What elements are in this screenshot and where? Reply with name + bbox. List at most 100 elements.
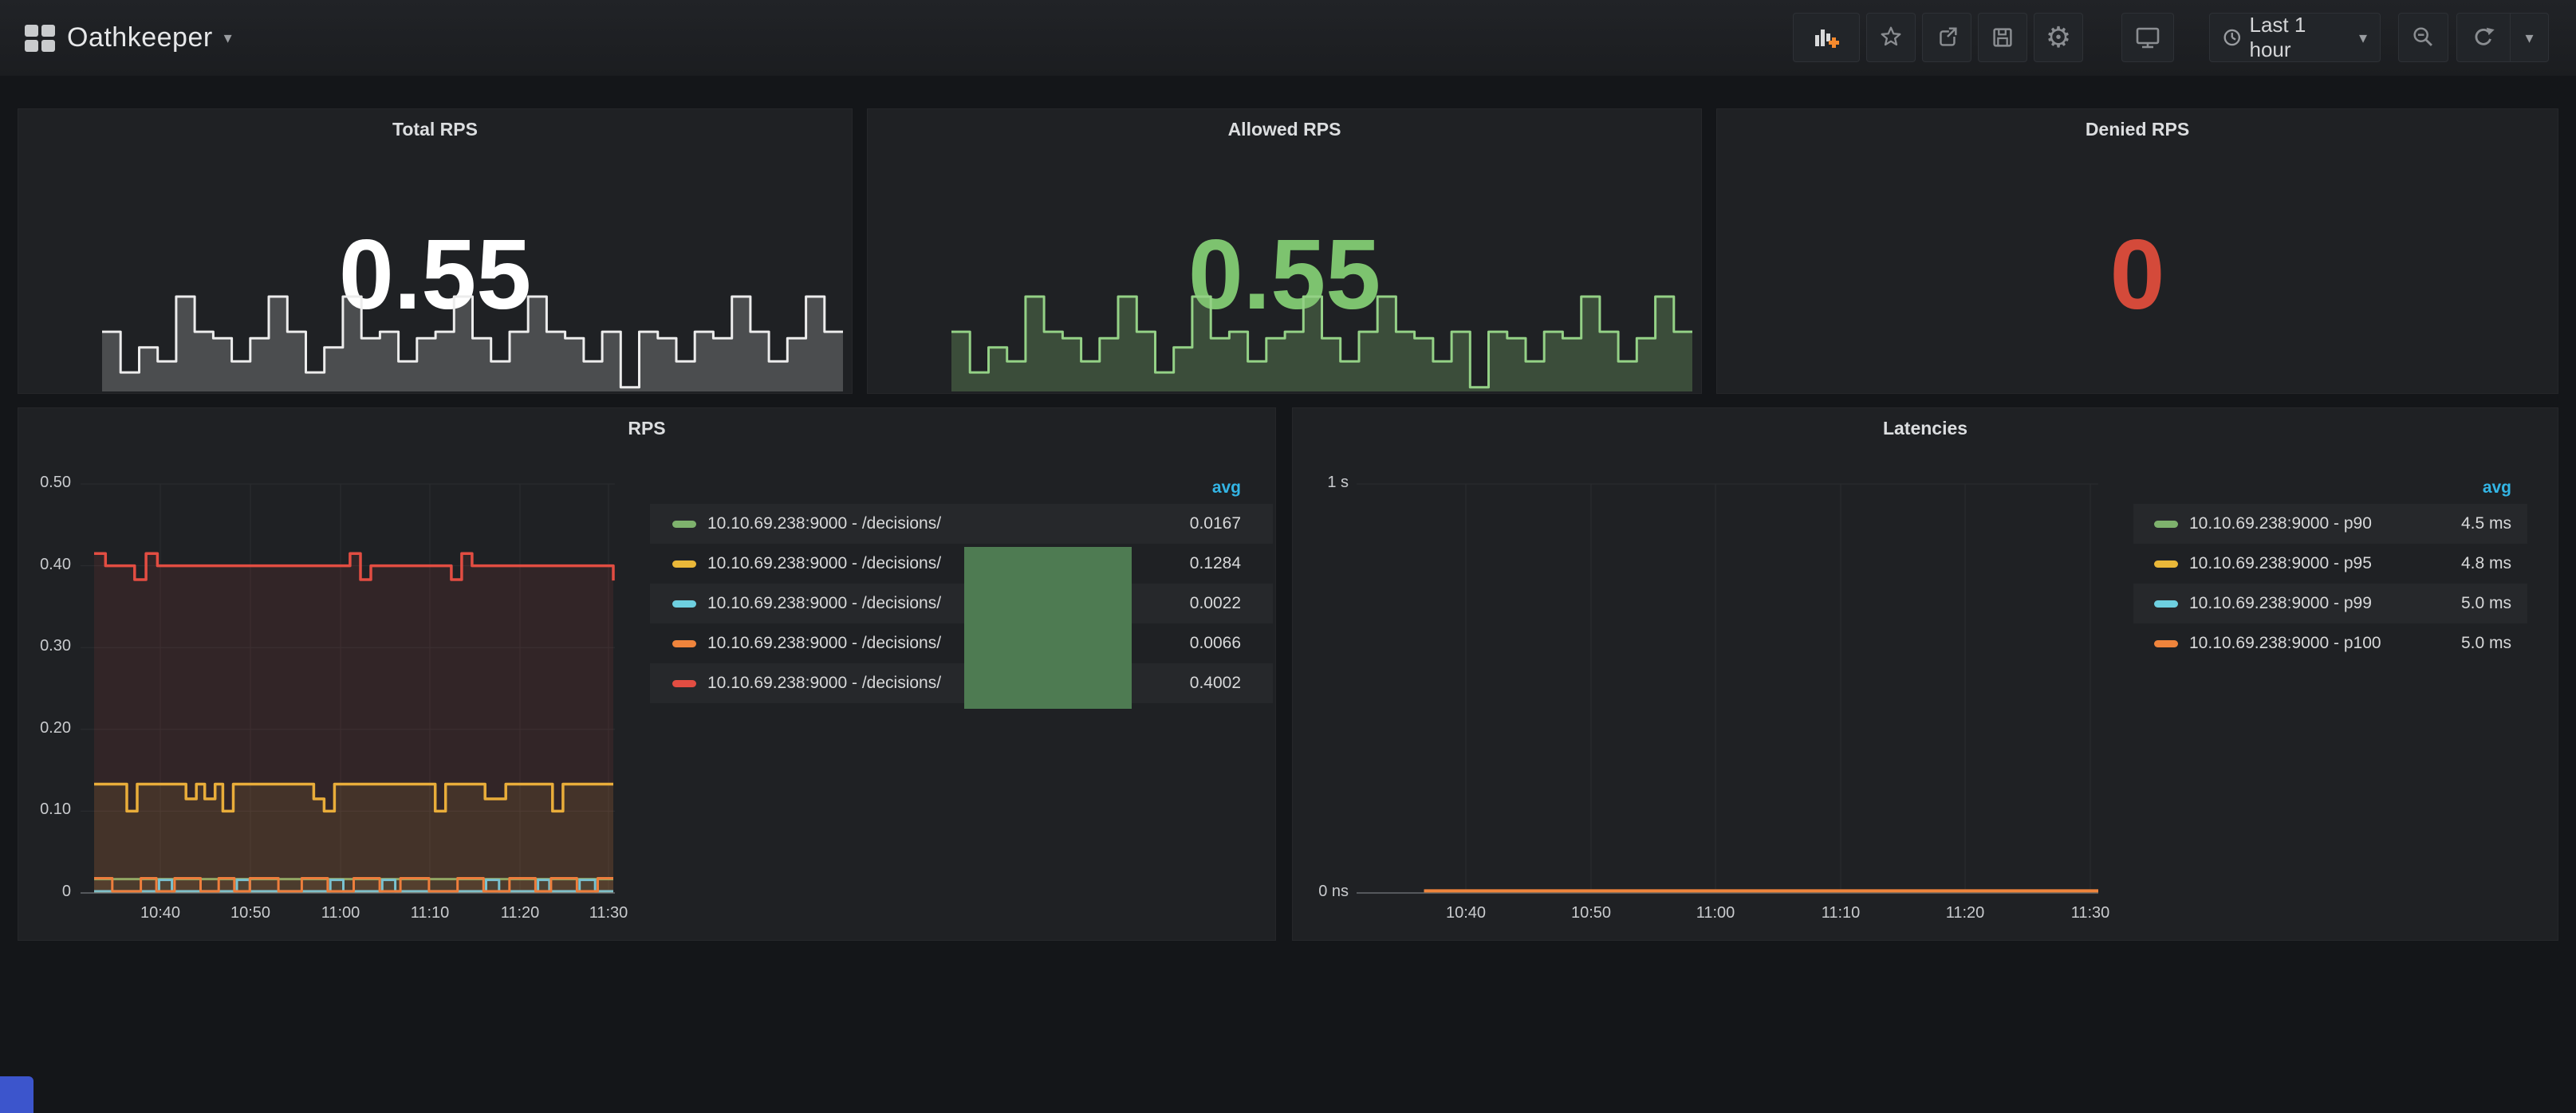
- series-label[interactable]: 10.10.69.238:9000 - p99: [2189, 594, 2372, 612]
- y-axis-tick: 1 s: [1327, 474, 1349, 491]
- navbar: Oathkeeper ▾: [0, 0, 2576, 76]
- series-avg-value: 0.4002: [1189, 674, 1241, 692]
- save-dashboard-button[interactable]: [1978, 13, 2027, 62]
- rps-plot-area[interactable]: [81, 479, 615, 898]
- series-avg-value: 0.0022: [1189, 594, 1241, 612]
- cycle-view-mode-button[interactable]: [2121, 13, 2174, 62]
- series-color-marker: [672, 520, 696, 528]
- series-label[interactable]: 10.10.69.238:9000 - /decisions/: [707, 554, 942, 572]
- legend-row[interactable]: 10.10.69.238:9000 - p99 5.0 ms: [2133, 584, 2527, 623]
- panel-title[interactable]: Latencies: [1882, 418, 1968, 439]
- panel-title[interactable]: RPS: [628, 418, 666, 439]
- series-label[interactable]: 10.10.69.238:9000 - /decisions/: [707, 634, 942, 652]
- latencies-plot-area[interactable]: [1357, 479, 2098, 898]
- legend-avg-header[interactable]: avg: [1211, 478, 1241, 497]
- panel-rps-graph: RPS 0.50 0.40 0.30 0.20 0.10 0 10:40 10:…: [18, 407, 1276, 941]
- x-axis-tick: 11:30: [589, 904, 628, 922]
- settings-button[interactable]: ⚙: [2034, 13, 2083, 62]
- panel-title[interactable]: Denied RPS: [2085, 119, 2190, 140]
- refresh-button[interactable]: [2456, 13, 2511, 62]
- star-icon: [1881, 26, 1901, 46]
- series-color-marker: [2154, 600, 2178, 608]
- total-rps-sparkline: [102, 295, 843, 391]
- series-color-marker: [2154, 560, 2178, 568]
- chevron-down-icon: ▾: [2358, 29, 2367, 47]
- series-label[interactable]: 10.10.69.238:9000 - p100: [2189, 634, 2381, 652]
- share-dashboard-button[interactable]: [1922, 13, 1971, 62]
- allowed-rps-value: 0.55: [1188, 220, 1381, 330]
- legend-row[interactable]: 10.10.69.238:9000 - p95 4.8 ms: [2133, 544, 2527, 584]
- legend-row[interactable]: 10.10.69.238:9000 - p100 5.0 ms: [2133, 623, 2527, 663]
- legend-row[interactable]: 10.10.69.238:9000 - /decisions/ 0.0167: [650, 504, 1273, 544]
- series-label[interactable]: 10.10.69.238:9000 - p95: [2189, 554, 2372, 572]
- save-icon: [1993, 28, 2012, 47]
- series-label[interactable]: 10.10.69.238:9000 - p90: [2189, 514, 2372, 533]
- y-axis-tick: 0 ns: [1318, 883, 1349, 900]
- latencies-legend: avg 10.10.69.238:9000 - p90 4.5 ms 10.10…: [2133, 478, 2527, 663]
- legend-row[interactable]: 10.10.69.238:9000 - /decisions/ 0.0022: [650, 584, 1273, 623]
- series-label[interactable]: 10.10.69.238:9000 - /decisions/: [707, 674, 942, 692]
- legend-row[interactable]: 10.10.69.238:9000 - p90 4.5 ms: [2133, 504, 2527, 544]
- sidebar-fragment: [0, 1076, 33, 1113]
- chevron-down-icon: ▾: [223, 29, 232, 47]
- y-axis-tick: 0: [61, 883, 71, 900]
- time-range-label: Last 1 hour: [2249, 13, 2306, 61]
- gear-icon: ⚙: [2045, 21, 2072, 53]
- y-axis-tick: 0.10: [40, 800, 71, 818]
- x-axis-tick: 10:40: [1445, 904, 1487, 922]
- chevron-down-icon: ▾: [2525, 29, 2534, 47]
- refresh-icon: [2475, 27, 2495, 45]
- y-axis-tick: 0.50: [40, 474, 71, 491]
- series-avg-value: 0.1284: [1189, 554, 1241, 572]
- legend-row[interactable]: 10.10.69.238:9000 - /decisions/ 0.4002: [650, 663, 1273, 703]
- series-avg-value: 0.0167: [1189, 514, 1241, 533]
- x-axis-tick: 11:10: [1821, 904, 1861, 922]
- dashboard-title: Oathkeeper: [67, 22, 213, 53]
- series-color-marker: [2154, 520, 2178, 528]
- time-range-picker[interactable]: Last 1 hour ▾: [2209, 13, 2381, 62]
- x-axis-tick: 11:10: [410, 904, 450, 922]
- series-color-marker: [2154, 639, 2178, 647]
- add-panel-button[interactable]: [1793, 13, 1860, 62]
- panel-title[interactable]: Total RPS: [392, 119, 478, 140]
- y-axis-tick: 0.20: [40, 719, 71, 737]
- zoom-out-time-button[interactable]: [2398, 13, 2448, 62]
- series-avg-value: 4.8 ms: [2460, 554, 2511, 572]
- series-label[interactable]: 10.10.69.238:9000 - /decisions/: [707, 514, 942, 533]
- x-axis-tick: 11:20: [1945, 904, 1985, 922]
- clock-icon: [2223, 29, 2241, 46]
- legend-row[interactable]: 10.10.69.238:9000 - /decisions/ 0.1284: [650, 544, 1273, 584]
- y-axis-tick: 0.40: [40, 556, 71, 573]
- panel-denied-rps: Denied RPS 0: [1716, 108, 2558, 394]
- y-axis-tick: 0.30: [40, 637, 71, 655]
- x-axis-tick: 10:50: [230, 904, 271, 922]
- series-color-marker: [672, 679, 696, 687]
- dashboards-grid-icon: [25, 24, 55, 52]
- total-rps-value: 0.55: [338, 220, 532, 330]
- legend-row[interactable]: 10.10.69.238:9000 - /decisions/ 0.0066: [650, 623, 1273, 663]
- rps-legend: avg 10.10.69.238:9000 - /decisions/ 0.01…: [650, 478, 1273, 703]
- series-label[interactable]: 10.10.69.238:9000 - /decisions/: [707, 594, 942, 612]
- panel-allowed-rps: Allowed RPS 0.55: [867, 108, 1702, 394]
- add-panel-icon: [1815, 29, 1839, 48]
- green-highlight-overlay: [964, 547, 1132, 709]
- x-axis-tick: 11:00: [1696, 904, 1735, 922]
- refresh-interval-dropdown[interactable]: ▾: [2511, 13, 2549, 62]
- x-axis-tick: 11:00: [321, 904, 360, 922]
- x-axis-tick: 10:40: [140, 904, 181, 922]
- series-color-marker: [672, 639, 696, 647]
- series-color-marker: [672, 600, 696, 608]
- dashboard-picker[interactable]: Oathkeeper ▾: [24, 0, 232, 76]
- monitor-icon: [2136, 27, 2160, 49]
- legend-avg-header[interactable]: avg: [2482, 478, 2511, 497]
- star-dashboard-button[interactable]: [1866, 13, 1916, 62]
- x-axis-tick: 11:30: [2070, 904, 2110, 922]
- panel-title[interactable]: Allowed RPS: [1227, 119, 1341, 140]
- x-axis-tick: 11:20: [500, 904, 540, 922]
- panel-latencies-graph: Latencies 1 s 0 ns 10:40 10:50 11:00 11:…: [1292, 407, 2558, 941]
- zoom-out-icon: [2413, 27, 2432, 46]
- series-avg-value: 0.0066: [1189, 634, 1241, 652]
- series-avg-value: 5.0 ms: [2460, 594, 2511, 612]
- denied-rps-value: 0: [2109, 220, 2165, 330]
